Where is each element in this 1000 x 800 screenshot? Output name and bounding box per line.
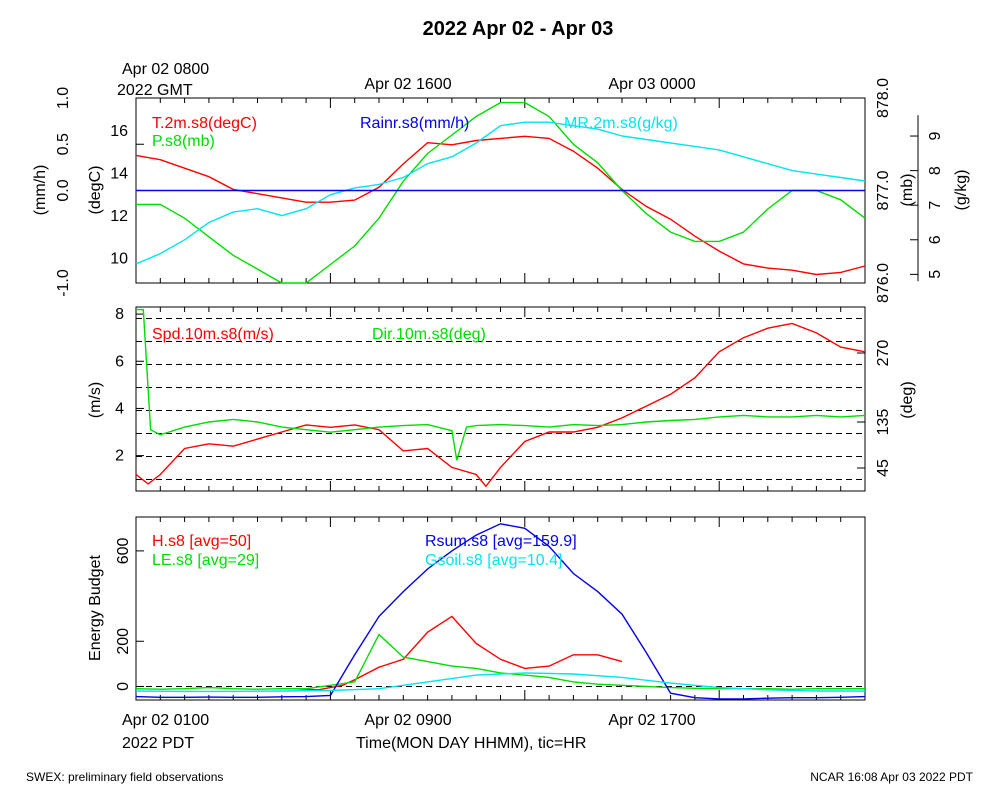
bottom-time-label-last: Apr 02 1700	[608, 712, 695, 729]
y-axis-label-pres: (mb)	[899, 174, 916, 207]
series-line-temp	[135, 135, 866, 276]
y-axis-label-mr: (g/kg)	[953, 170, 970, 211]
legend-rain: Rainr.s8(mm/h)	[360, 115, 469, 132]
y-tick-label: 9	[927, 131, 944, 140]
y-tick-label: 10	[110, 250, 128, 267]
y-tick-label: 7	[927, 201, 944, 210]
y-tick-label: 600	[115, 537, 132, 564]
y-tick-label: 878.0	[875, 78, 892, 118]
bottom-time-label-year: 2022 PDT	[122, 735, 194, 752]
y-tick-label: -1.0	[55, 269, 72, 297]
wind-panel: 2 4 6 8 (m/s) 45 135 270 (deg) Spd.10m.s8(m/s) Dir…	[87, 306, 916, 492]
top-time-label-last: Apr 03 0000	[608, 76, 695, 93]
legend-rsum: Rsum.s8 [avg=159.9]	[425, 533, 577, 550]
y-tick-label: 2	[115, 448, 124, 465]
y-tick-label: 8	[115, 306, 124, 323]
y-tick-label: 5	[927, 270, 944, 279]
y-axis-label-temp: (degC)	[87, 166, 104, 215]
footer-right: NCAR 16:08 Apr 03 2022 PDT	[810, 770, 973, 784]
y-tick-label: 876.0	[875, 263, 892, 303]
series-line-mr	[135, 121, 866, 265]
y-tick-label: 14	[110, 165, 128, 182]
legend-le: LE.s8 [avg=29]	[152, 552, 259, 569]
legend-temp: T.2m.s8(degC)	[152, 115, 257, 132]
y-tick-label: 135	[875, 409, 892, 436]
chart-title: 2022 Apr 02 - Apr 03	[423, 18, 614, 40]
series-line-rsum	[135, 523, 866, 700]
legend-h: H.s8 [avg=50]	[152, 533, 251, 550]
series-line-dir	[136, 308, 866, 461]
y-tick-label: 0.5	[55, 133, 72, 155]
series-line-pres	[136, 101, 866, 284]
y-tick-label: 0.0	[55, 179, 72, 201]
legend-spd: Spd.10m.s8(m/s)	[152, 326, 274, 343]
top-time-label-year: 2022 GMT	[117, 82, 193, 99]
top-time-label-mid: Apr 02 1600	[364, 76, 451, 93]
y-axis-label-dir: (deg)	[899, 381, 916, 418]
y-tick-label: 8	[927, 166, 944, 175]
y-axis-label-rain: (mm/h)	[32, 165, 49, 216]
series-line-h	[293, 615, 623, 691]
legend-mr: MR.2m.s8(g/kg)	[564, 115, 678, 132]
footer-left: SWEX: preliminary field observations	[26, 770, 223, 784]
y-tick-label: 6	[927, 235, 944, 244]
top-time-label-first: Apr 02 0800	[122, 61, 209, 78]
y-tick-label: 6	[115, 353, 124, 370]
energy-panel: 0 200 600 Energy Budget H.s8 [avg=50] LE.s8 […	[87, 516, 866, 701]
y-tick-label: 200	[115, 628, 132, 655]
y-tick-label: 270	[875, 340, 892, 367]
series-line-gsoil	[135, 672, 865, 693]
legend-dir: Dir.10m.s8(deg)	[372, 326, 486, 343]
y-tick-label: 0	[115, 682, 132, 691]
y-tick-label: 12	[110, 208, 128, 225]
y-tick-label: 1.0	[55, 87, 72, 109]
y-tick-label: 45	[875, 459, 892, 477]
series-line-le	[135, 633, 865, 690]
y-tick-label: 4	[115, 400, 124, 417]
y-tick-label: 16	[110, 123, 128, 140]
bottom-time-label-mid: Apr 02 0900	[364, 712, 451, 729]
legend-pres: P.s8(mb)	[152, 133, 215, 150]
series-line-spd	[135, 322, 866, 488]
x-axis-label: Time(MON DAY HHMM), tic=HR	[356, 735, 586, 752]
y-axis-label-energy: Energy Budget	[87, 555, 104, 661]
y-tick-label: 877.0	[875, 170, 892, 210]
bottom-time-label-first: Apr 02 0100	[122, 712, 209, 729]
y-axis-label-spd: (m/s)	[87, 382, 104, 418]
legend-gsoil: Gsoil.s8 [avg=10.4]	[425, 552, 562, 569]
